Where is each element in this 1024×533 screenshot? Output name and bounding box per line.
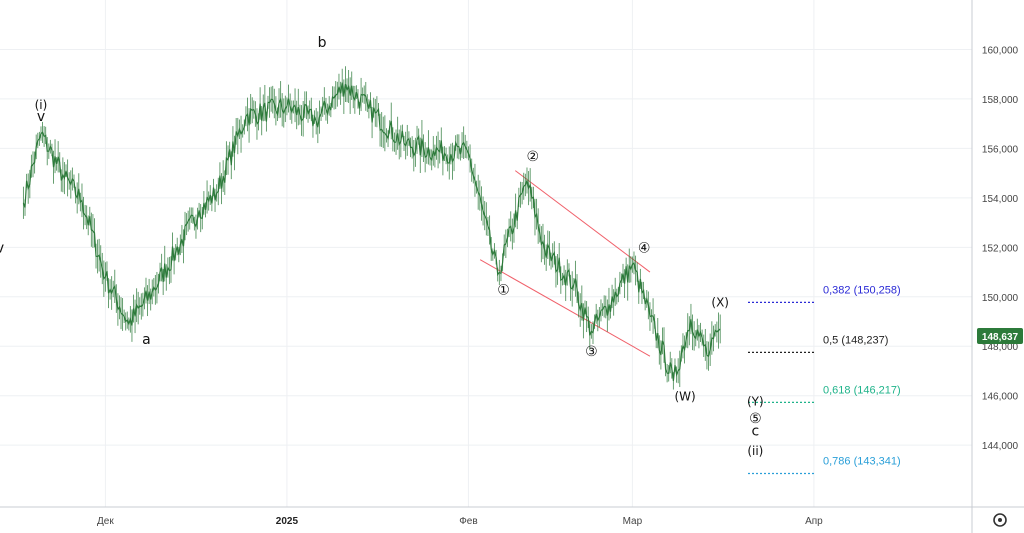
- y-tick-label: 160,000: [982, 45, 1019, 56]
- fib-level-label: 0,5 (148,237): [823, 334, 888, 346]
- trend-channel: [479, 170, 651, 357]
- y-tick-label: 156,000: [982, 144, 1019, 155]
- y-tick-label: 146,000: [982, 392, 1019, 403]
- fibonacci-levels: 0,382 (150,258) 0,5 (148,237) 0,618 (146,2…: [748, 284, 901, 475]
- channel-line: [479, 259, 651, 357]
- price-series: [22, 66, 721, 390]
- x-tick-label: Апр: [805, 516, 823, 527]
- last-price-label: 148,637: [982, 332, 1019, 343]
- channel-line: [514, 170, 651, 273]
- y-tick-label: 154,000: [982, 194, 1019, 205]
- wave-label: (i): [35, 98, 48, 112]
- price-line: [22, 82, 721, 381]
- last-price-tag-bg: [977, 328, 1023, 344]
- fib-level-label: 0,618 (146,217): [823, 384, 901, 396]
- x-tick-label: Мар: [623, 516, 643, 527]
- x-tick-label: 2025: [276, 516, 299, 527]
- wave-label: ④: [638, 240, 651, 256]
- wave-label: (W): [674, 390, 695, 404]
- wave-label: ③: [585, 344, 598, 360]
- settings-gear-icon: [993, 513, 1007, 527]
- wave-label: ①: [497, 282, 510, 298]
- wave-label: v: [37, 109, 45, 125]
- y-tick-label: 152,000: [982, 243, 1019, 254]
- x-tick-label: Дек: [97, 516, 114, 527]
- grid: [0, 0, 972, 507]
- y-tick-label: 150,000: [982, 293, 1019, 304]
- wave-label: (X): [711, 296, 729, 310]
- wave-label: ②: [527, 149, 540, 165]
- y-tick-label: 148,000: [982, 342, 1019, 353]
- y-tick-label: 144,000: [982, 441, 1019, 452]
- wave-label: v: [0, 240, 4, 256]
- wave-label: b: [318, 35, 327, 51]
- wave-labels: (i)vvab①②③④(W)(X)(Y)⑤c(ii): [0, 35, 764, 458]
- wave-label: c: [751, 423, 759, 439]
- settings-button[interactable]: [993, 513, 1007, 527]
- settings-gear-icon-center: [998, 518, 1002, 522]
- x-tick-label: Фев: [459, 516, 477, 527]
- wave-label: ⑤: [749, 411, 762, 427]
- wave-label: (ii): [747, 444, 763, 458]
- last-price-tag: 148,637: [977, 328, 1023, 344]
- fib-level-label: 0,382 (150,258): [823, 284, 901, 296]
- fib-level-label: 0,786 (143,341): [823, 455, 901, 467]
- y-tick-label: 158,000: [982, 95, 1019, 106]
- wave-label: (Y): [747, 395, 764, 409]
- wave-label: a: [142, 332, 151, 348]
